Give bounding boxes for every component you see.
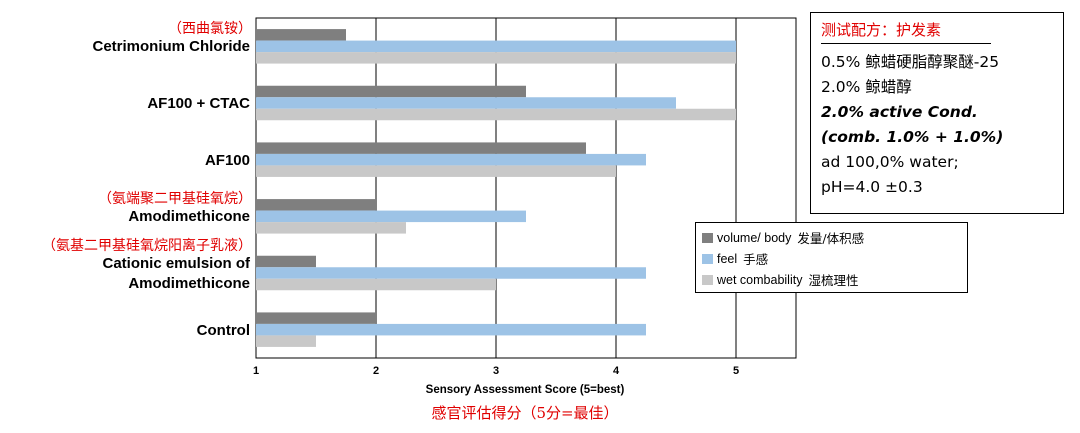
bar-wet-combability: [256, 278, 496, 291]
legend-label-feel: feel: [717, 251, 738, 266]
axis-layer: 1 2 3 4 5: [253, 365, 739, 377]
info-line-6: pH=4.0 ±0.3: [821, 178, 923, 196]
chart-legend: volume/ body 发量/体积感 feel 手感 wet combabil…: [695, 222, 968, 293]
info-line-1: 0.5% 鲸蜡硬脂醇聚醚-25: [821, 53, 1000, 71]
category-label-cn: （西曲氯铵）: [168, 21, 252, 38]
legend-item-volume: volume/ body 发量/体积感: [702, 227, 961, 248]
x-tick-label: 2: [373, 365, 379, 377]
legend-swatch-feel: [702, 253, 713, 264]
x-tick-label: 4: [613, 365, 620, 377]
bar-feel: [256, 153, 646, 166]
bar-wet-combability: [256, 335, 316, 347]
category-label: Amodimethicone: [128, 208, 250, 226]
plot-frame: [255, 17, 797, 359]
info-line-2: 2.0% 鲸蜡醇: [821, 78, 912, 96]
formula-info-box: 测试配方：护发素 0.5% 鲸蜡硬脂醇聚醚-25 2.0% 鲸蜡醇 2.0% a…: [810, 12, 1064, 214]
bar-wet-combability: [256, 52, 736, 64]
bar-volume-body: [256, 85, 526, 98]
legend-item-feel: feel 手感: [702, 248, 961, 269]
bar-feel: [256, 267, 646, 279]
category-label: Control: [196, 321, 250, 339]
category-label: Amodimethicone: [128, 275, 250, 292]
bar-volume-body: [256, 199, 376, 211]
legend-label-wet: wet combability: [717, 272, 803, 287]
bar-volume-body: [256, 255, 316, 268]
info-line-3: 2.0% active Cond.: [821, 103, 978, 121]
info-box-header: 测试配方：护发素: [821, 19, 991, 44]
grid-layer: [255, 17, 797, 359]
category-label-cn: （氨端聚二甲基硅氧烷）: [98, 191, 252, 208]
category-label-cn: （氨基二甲基硅氧烷阳离子乳液）: [42, 238, 252, 254]
bar-volume-body: [256, 312, 376, 324]
legend-label-volume-cn: 发量/体积感: [797, 231, 865, 246]
bar-feel: [256, 210, 526, 223]
bar-volume-body: [256, 142, 586, 154]
bar-feel: [256, 323, 646, 336]
x-tick-label: 3: [493, 365, 499, 377]
category-label: AF100: [204, 151, 250, 169]
legend-swatch-wet: [702, 274, 713, 285]
bar-feel: [256, 97, 676, 109]
category-label: AF100 + CTAC: [147, 95, 250, 112]
category-label: Cetrimonium Chloride: [92, 38, 250, 56]
bar-wet-combability: [256, 222, 406, 234]
x-axis-label: Sensory Assessment Score (5=best): [425, 384, 625, 396]
bar-wet-combability: [256, 165, 616, 177]
bar-feel: [256, 40, 736, 53]
x-tick-label: 5: [733, 365, 739, 377]
x-axis-label-cn: 感官评估得分（5分=最佳）: [431, 404, 619, 422]
legend-swatch-volume: [702, 232, 713, 243]
bar-volume-body: [256, 29, 346, 41]
bar-wet-combability: [256, 108, 736, 121]
bars-layer: [256, 29, 736, 347]
x-tick-label: 1: [253, 365, 259, 377]
info-line-5: ad 100,0% water;: [821, 153, 959, 171]
legend-label-volume: volume/ body: [717, 230, 792, 245]
category-label: Cationic emulsion of: [102, 255, 250, 272]
legend-label-wet-cn: 湿梳理性: [808, 273, 859, 288]
info-line-4: (comb. 1.0% + 1.0%): [821, 128, 1004, 146]
legend-item-wet: wet combability 湿梳理性: [702, 269, 961, 290]
legend-label-feel-cn: 手感: [743, 252, 769, 267]
